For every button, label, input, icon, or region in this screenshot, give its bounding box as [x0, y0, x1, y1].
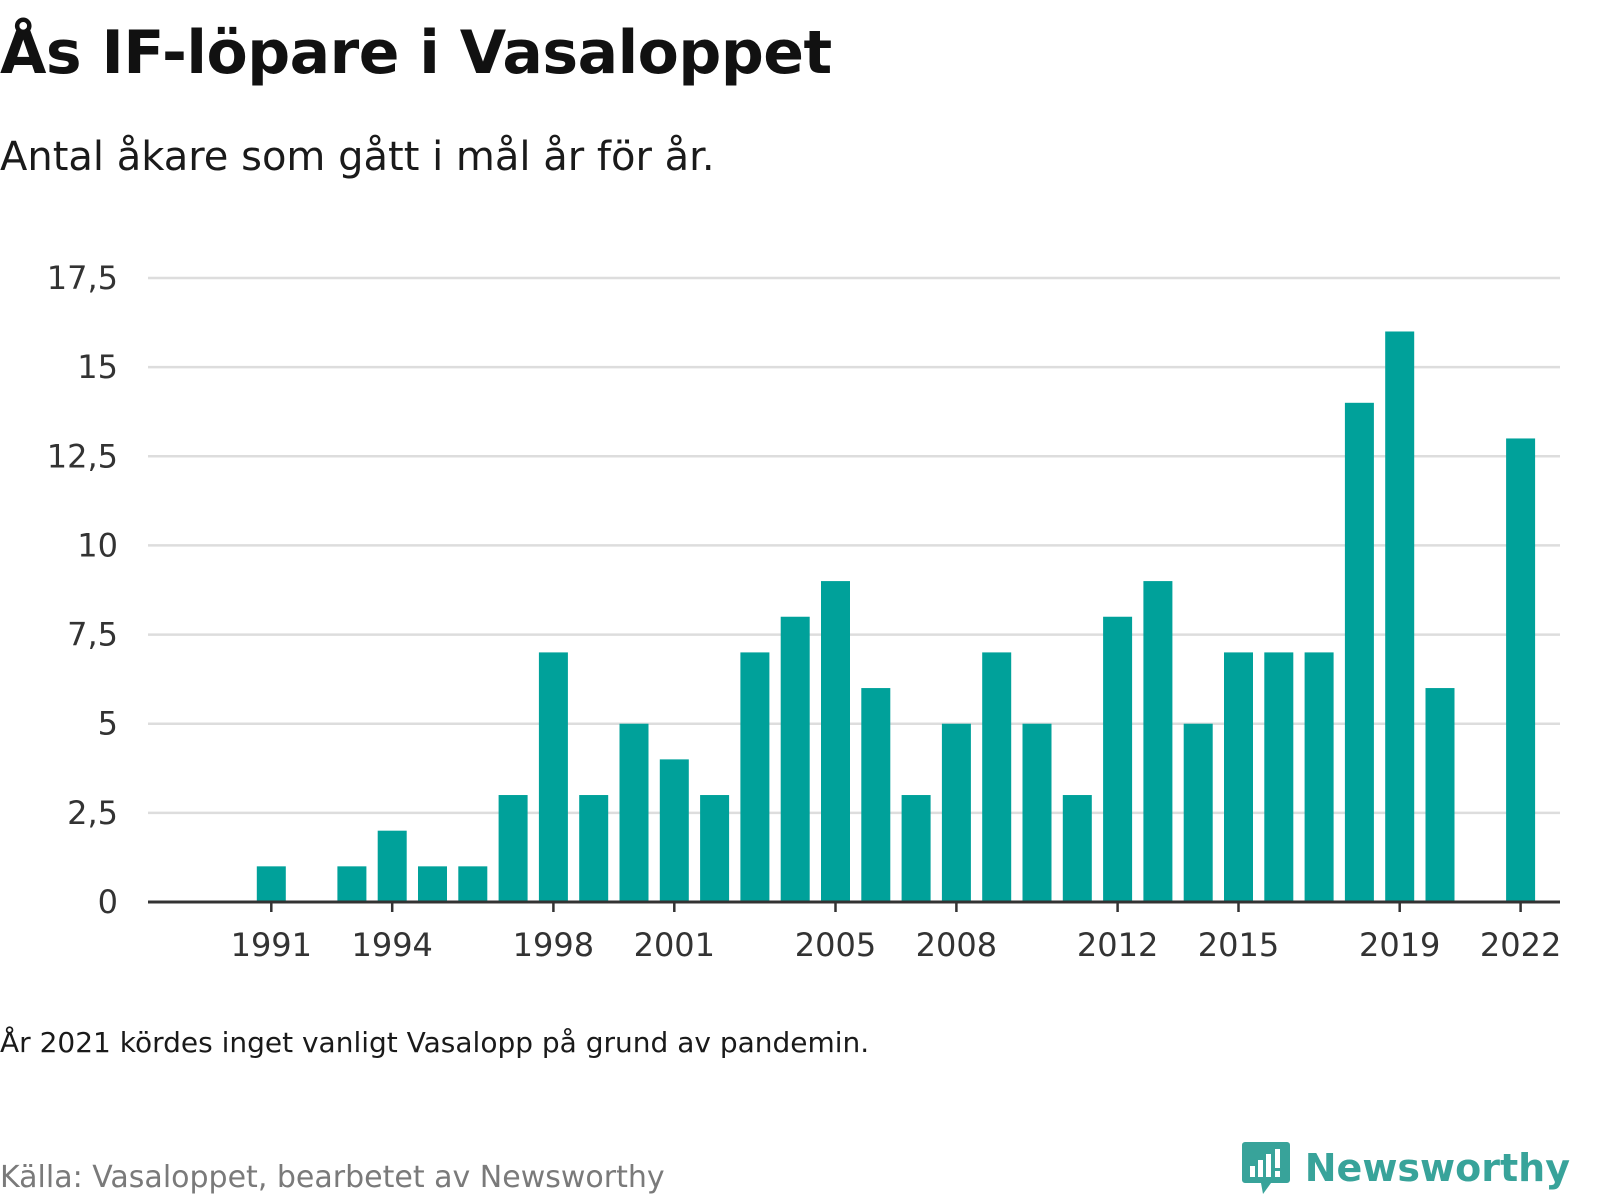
y-tick-label: 10 [77, 526, 118, 564]
x-tick-label: 2008 [916, 926, 997, 964]
bar [619, 723, 649, 902]
x-tick-label: 2022 [1480, 926, 1561, 964]
bar [700, 795, 730, 902]
x-tick-label: 2012 [1077, 926, 1158, 964]
bar [659, 759, 689, 902]
x-tick-label: 1994 [351, 926, 432, 964]
x-tick-label: 2015 [1198, 926, 1279, 964]
bars [256, 331, 1536, 902]
x-axis [148, 900, 1560, 912]
y-tick-label: 7,5 [67, 616, 118, 654]
bar [901, 795, 931, 902]
x-tick-label: 2005 [795, 926, 876, 964]
y-tick-label: 12,5 [47, 437, 118, 475]
bar [579, 795, 609, 902]
y-tick-label: 5 [98, 705, 118, 743]
bar [1022, 723, 1052, 902]
brand-name: Newsworthy [1304, 1146, 1570, 1190]
chart-title: Ås IF-löpare i Vasaloppet [0, 18, 832, 88]
bar [1385, 331, 1415, 902]
bar [982, 652, 1012, 902]
chart-note: År 2021 kördes inget vanligt Vasalopp på… [0, 1026, 870, 1059]
x-axis-tick-labels: 1991 1994 1998 2001 2005 2008 2012 2015 2019 2022 [231, 926, 1562, 964]
chart-subtitle: Antal åkare som gått i mål år för år. [0, 134, 715, 180]
bar [458, 866, 488, 902]
bar [740, 652, 770, 902]
bar [1344, 402, 1374, 902]
bar [1183, 723, 1213, 902]
x-tick-label: 2019 [1359, 926, 1440, 964]
bar [1224, 652, 1253, 902]
bar [377, 830, 407, 902]
bar [418, 866, 447, 902]
bar [1062, 795, 1092, 902]
bar [256, 866, 286, 902]
brand-logo: Newsworthy [1241, 1140, 1570, 1196]
bar [1425, 688, 1455, 902]
grid-lines [148, 276, 1560, 815]
bar [1143, 581, 1173, 902]
bar [941, 723, 971, 902]
bar [1103, 616, 1133, 902]
y-tick-label: 17,5 [47, 259, 118, 297]
y-axis-tick-labels: 0 2,5 5 7,5 10 12,5 15 17,5 [47, 259, 118, 921]
newsworthy-logo-icon [1241, 1142, 1290, 1194]
bar [1304, 652, 1334, 902]
y-tick-label: 15 [77, 348, 118, 386]
bar [861, 688, 891, 902]
x-tick-label: 2001 [634, 926, 715, 964]
bar-chart: 0 2,5 5 7,5 10 12,5 15 17,5 1991 1994 1998 2001 200… [47, 259, 1562, 964]
bar [538, 652, 568, 902]
bar [821, 581, 850, 902]
bar [337, 866, 367, 902]
y-tick-label: 2,5 [67, 794, 118, 832]
bar [1264, 652, 1294, 902]
x-tick-label: 1991 [231, 926, 312, 964]
x-tick-label: 1998 [513, 926, 594, 964]
y-tick-label: 0 [98, 883, 118, 921]
bar [498, 795, 528, 902]
source-credit: Källa: Vasaloppet, bearbetet av Newswort… [0, 1160, 665, 1195]
bar [1506, 438, 1536, 902]
bar [780, 616, 810, 902]
